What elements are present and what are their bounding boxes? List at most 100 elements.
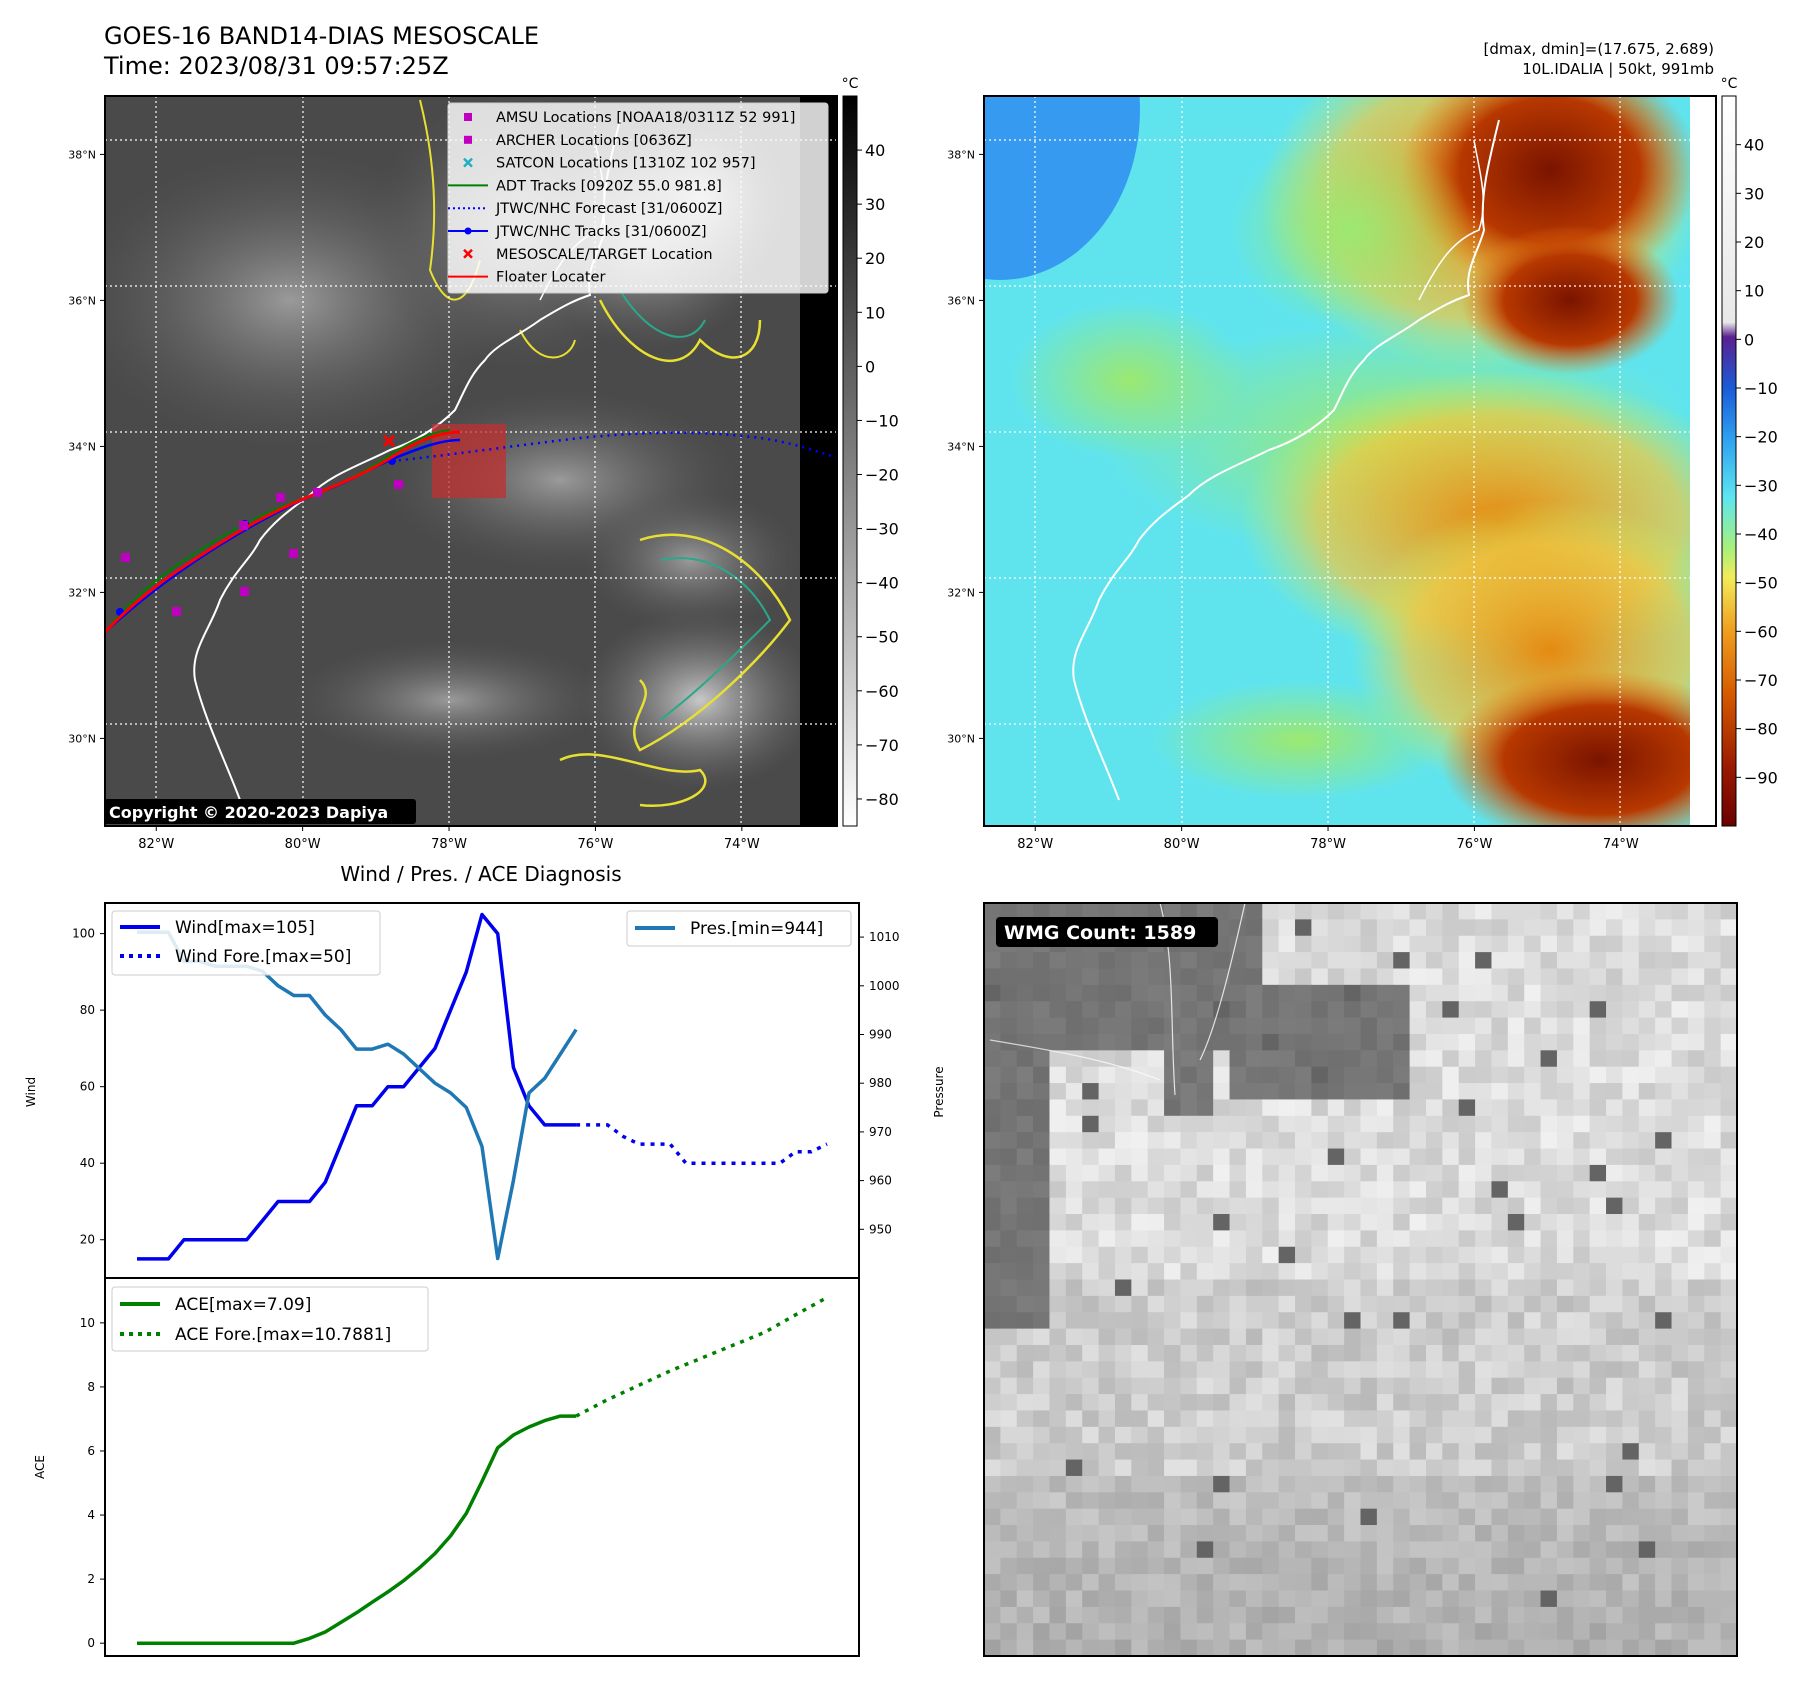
wmg-cell (1180, 984, 1198, 1002)
copyright-text: Copyright © 2020-2023 Dapiya (109, 803, 388, 822)
figure-time: Time: 2023/08/31 09:57:25Z (103, 52, 449, 80)
wmg-cell (1540, 1328, 1558, 1346)
wmg-cell (1376, 1263, 1394, 1281)
wmg-cell (1409, 1574, 1427, 1592)
wmg-cell (1131, 1033, 1149, 1051)
wmg-cell (1033, 1246, 1051, 1264)
wmg-cell (1556, 1525, 1574, 1543)
wmg-cell (1016, 1639, 1034, 1656)
wmg-cell (1229, 1033, 1247, 1051)
wmg-cell (1393, 1246, 1411, 1264)
wmg-cell (1507, 1148, 1525, 1166)
wmg-cell (1098, 1459, 1116, 1477)
wmg-cell (1098, 1606, 1116, 1624)
legend-square-marker (464, 135, 472, 144)
color-colorbar-label: −80 (1744, 720, 1778, 739)
wmg-cell (1573, 1426, 1591, 1444)
wmg-cell (1016, 984, 1034, 1002)
figure-title: GOES-16 BAND14-DIAS MESOSCALE (104, 22, 539, 50)
wmg-cell (1475, 1246, 1493, 1264)
wmg-cell (1082, 1475, 1100, 1493)
wmg-cell (1295, 903, 1312, 920)
wmg-cell (1327, 1115, 1345, 1133)
wmg-cell (1720, 1181, 1737, 1199)
wmg-cell (1393, 1459, 1411, 1477)
wmg-cell (1655, 1230, 1673, 1248)
wmg-cell (1720, 1639, 1737, 1656)
wmg-cell (1507, 1344, 1525, 1362)
wmg-cell (1245, 1001, 1263, 1019)
wmg-cell (1655, 952, 1673, 970)
wmg-cell (1360, 1050, 1378, 1068)
wmg-cell (1295, 1099, 1312, 1117)
wmg-cell (1245, 1361, 1263, 1379)
wmg-cell (1573, 1230, 1591, 1248)
wmg-cell (1098, 1361, 1116, 1379)
wmg-cell (1589, 1590, 1607, 1608)
wmg-cell (1327, 935, 1345, 953)
wmg-cell (1295, 1181, 1312, 1199)
wmg-cell (1278, 1639, 1296, 1656)
wmg-cell (1540, 1639, 1558, 1656)
wmg-cell (1704, 1279, 1722, 1297)
wmg-cell (1131, 1001, 1149, 1019)
wmg-cell (1524, 984, 1542, 1002)
wmg-cell (1262, 1099, 1280, 1117)
wmg-cell (1556, 1164, 1574, 1182)
wmg-cell (1622, 984, 1640, 1002)
wmg-cell (1262, 1017, 1280, 1035)
wmg-cell (1720, 935, 1737, 953)
wmg-cell (1376, 1410, 1394, 1428)
wmg-cell (1376, 1083, 1394, 1101)
wmg-cell (1229, 1197, 1247, 1215)
wmg-cell (1556, 1574, 1574, 1592)
wmg-cell (1065, 1197, 1083, 1215)
wmg-cell (1295, 1557, 1312, 1575)
wmg-cell (1491, 1132, 1509, 1150)
wmg-cell (1638, 1066, 1656, 1084)
wmg-cell (1393, 1508, 1411, 1526)
wmg-cell (1311, 1557, 1329, 1575)
y-tick-label: 8 (87, 1380, 95, 1394)
wmg-cell (1638, 935, 1656, 953)
wmg-cell (1409, 1492, 1427, 1510)
wmg-cell (1589, 1443, 1607, 1461)
wmg-cell (1376, 1459, 1394, 1477)
wmg-cell (1687, 1115, 1705, 1133)
wmg-cell (1164, 1230, 1182, 1248)
wmg-cell (1671, 1050, 1689, 1068)
wmg-cell (1327, 1181, 1345, 1199)
wmg-cell (1344, 1557, 1362, 1575)
wmg-cell (1442, 1295, 1460, 1313)
wmg-cell (1065, 1050, 1083, 1068)
series-line-0 (137, 912, 577, 1261)
wmg-cell (1262, 984, 1280, 1002)
wmg-cell (1638, 1541, 1656, 1559)
wmg-cell (1720, 984, 1737, 1002)
wmg-cell (1589, 1197, 1607, 1215)
wmg-cell (1606, 1263, 1624, 1281)
wmg-cell (1491, 1410, 1509, 1428)
y-tick-label: 60 (80, 1080, 95, 1094)
wmg-cell (1606, 1083, 1624, 1101)
wmg-cell (1344, 1541, 1362, 1559)
wmg-cell (1033, 1639, 1051, 1656)
wmg-cell (1671, 1197, 1689, 1215)
wmg-cell (1671, 1083, 1689, 1101)
wmg-cell (1655, 1574, 1673, 1592)
wmg-cell (1376, 1557, 1394, 1575)
wmg-cell (1376, 1525, 1394, 1543)
color-colorbar-label: −30 (1744, 476, 1778, 495)
wmg-cell (1082, 1197, 1100, 1215)
wmg-cell (1000, 1214, 1018, 1231)
wmg-cell (1475, 1132, 1493, 1150)
wmg-cell (1376, 1344, 1394, 1362)
wmg-cell (1458, 1099, 1476, 1117)
wmg-cell (1475, 1001, 1493, 1019)
wmg-cell (1687, 1295, 1705, 1313)
wmg-cell (1016, 1083, 1034, 1101)
wmg-cell (1180, 1214, 1198, 1231)
color-map-gridlines (984, 96, 1716, 826)
wmg-cell (1180, 1623, 1198, 1641)
